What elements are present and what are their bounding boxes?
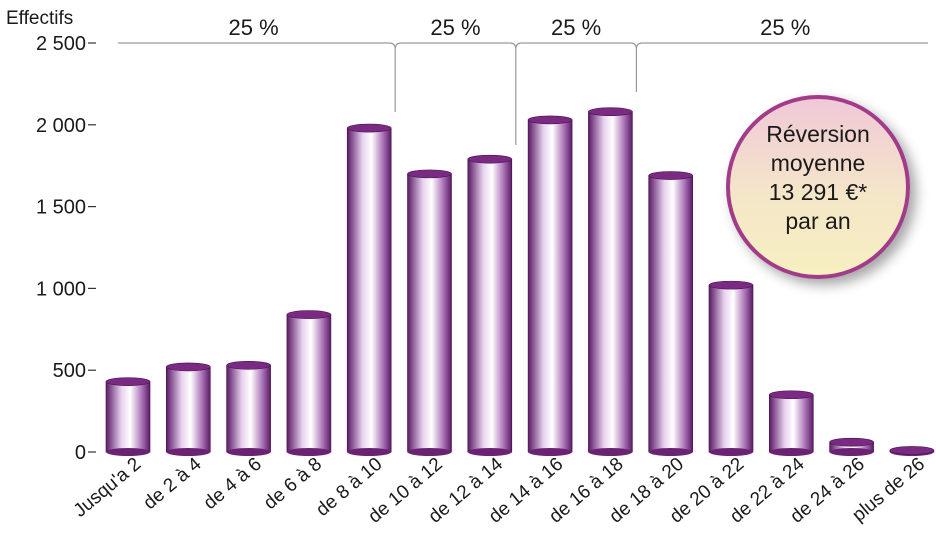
quartile-divider: [509, 42, 522, 145]
y-ticks: 0 500 1 000 1 500 2 000 2 500: [36, 33, 96, 464]
bar: [226, 360, 271, 456]
quartile-divider: [630, 42, 643, 92]
x-tick-labels: Jusqu'a 2de 2 à 4de 4 à 6de 6 à 8de 8 à …: [70, 453, 929, 527]
bar: [588, 107, 633, 456]
bar: [768, 390, 814, 456]
y-tick-label: 1 500: [36, 197, 86, 219]
bar: [105, 377, 151, 456]
quartile-label: 25 %: [551, 15, 601, 40]
bar: [527, 115, 573, 456]
bar: [889, 446, 935, 456]
bubble-circle: [726, 95, 910, 279]
y-tick-label: 1 000: [36, 278, 86, 300]
quartile-label: 25 %: [229, 15, 279, 40]
bubble-line-4: par an: [785, 208, 850, 234]
bubble: Réversion moyenne 13 291 €* par an: [726, 95, 910, 279]
bar: [407, 169, 452, 456]
bubble-line-1: Réversion: [766, 121, 870, 147]
quartile-label: 25 %: [430, 15, 480, 40]
bars: [105, 107, 935, 456]
bubble-line-3: 13 291 €*: [769, 179, 868, 205]
bar: [708, 280, 754, 456]
bar: [648, 171, 694, 456]
bubble-line-2: moyenne: [771, 150, 866, 176]
bar: [467, 154, 513, 456]
y-axis-label: Effectifs: [6, 8, 73, 29]
y-tick-label: 2 500: [36, 33, 86, 55]
quartile-divider: [389, 42, 402, 112]
quartile-label: 25 %: [760, 15, 810, 40]
quartile-brackets: 25 % 25 % 25 % 25 %: [118, 15, 928, 145]
y-tick-label: 500: [53, 360, 86, 382]
y-tick-label: 2 000: [36, 115, 86, 137]
bar: [346, 123, 392, 456]
bar: [829, 437, 874, 456]
bar: [286, 310, 332, 456]
x-tick-label: de 2 à 4: [139, 453, 205, 514]
bar: [166, 362, 211, 456]
y-tick-label: 0: [75, 442, 86, 464]
x-tick-label: de 4 à 6: [200, 454, 266, 514]
